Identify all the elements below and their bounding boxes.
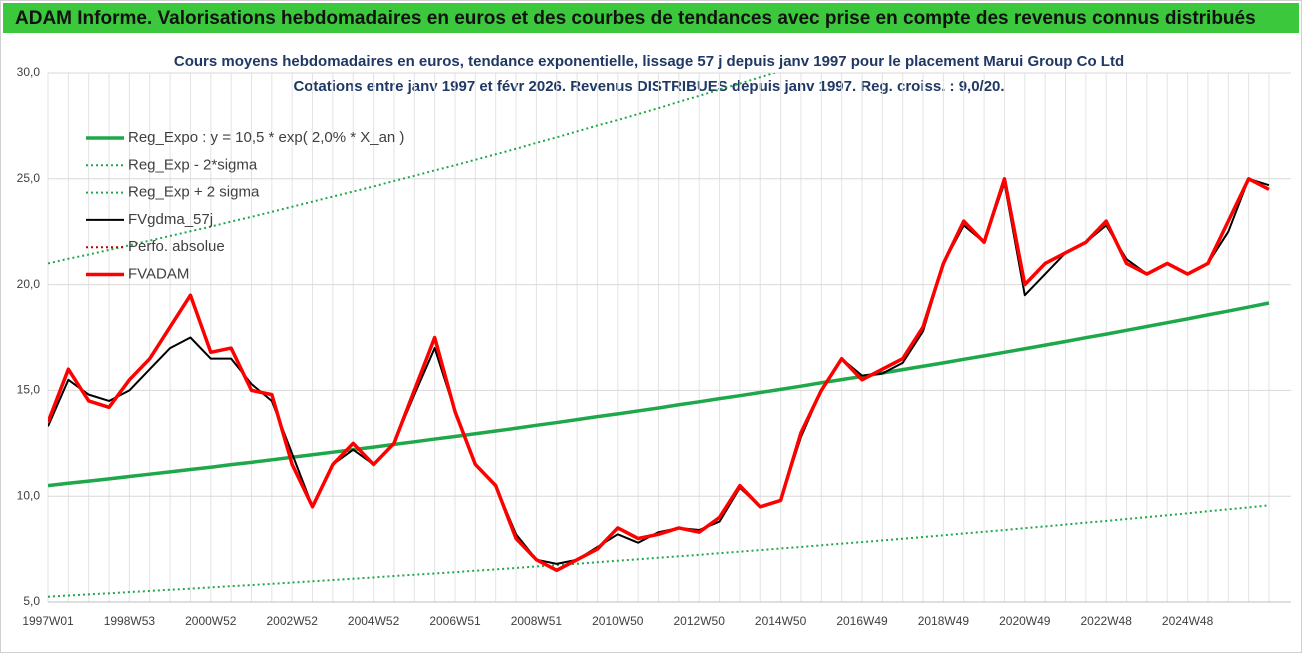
- y-tick-label: 20,0: [17, 277, 41, 291]
- x-tick-label: 2000W52: [185, 614, 237, 628]
- x-tick-label: 2020W49: [999, 614, 1051, 628]
- x-tick-label: 2006W51: [429, 614, 481, 628]
- grid: 1997W01 1998W53 2000W52 2002W52 2004W52 2006W…: [17, 65, 1291, 628]
- plot-area: [48, 73, 1270, 598]
- legend: Reg_Expo : y = 10,5 * exp( 2,0% * X_an )…: [86, 129, 404, 282]
- y-tick-label: 10,0: [17, 488, 41, 502]
- x-tick-label: 2002W52: [267, 614, 319, 628]
- legend-label: Reg_Exp - 2*sigma: [128, 156, 258, 173]
- y-tick-label: 25,0: [17, 171, 41, 185]
- series-line: [48, 301, 1270, 488]
- chart-subtitle: Cotations entre janv 1997 et févr 2026. …: [293, 78, 1004, 95]
- x-tick-label: 1998W53: [104, 614, 156, 628]
- x-tick-label: 2010W50: [592, 614, 644, 628]
- x-tick-label: 2004W52: [348, 614, 400, 628]
- legend-label: Perfo. absolue: [128, 238, 225, 255]
- x-tick-label: 1997W01: [22, 614, 74, 628]
- series-line: [48, 177, 1270, 573]
- title-bar: [3, 3, 1299, 33]
- legend-label: FVADAM: [128, 265, 189, 282]
- legend-label: Reg_Expo : y = 10,5 * exp( 2,0% * X_an ): [128, 129, 404, 146]
- x-tick-label: 2012W50: [674, 614, 726, 628]
- x-tick-label: 2014W50: [755, 614, 807, 628]
- legend-label: FVgdma_57j: [128, 211, 213, 228]
- y-tick-label: 5,0: [23, 594, 40, 608]
- series-line: [48, 73, 778, 265]
- x-tick-label: 2024W48: [1162, 614, 1214, 628]
- x-tick-label: 2016W49: [836, 614, 888, 628]
- legend-label: Reg_Exp + 2 sigma: [128, 184, 260, 201]
- y-tick-label: 15,0: [17, 383, 41, 397]
- x-tick-label: 2008W51: [511, 614, 563, 628]
- chart-subtitle: Cours moyens hebdomadaires en euros, ten…: [174, 53, 1124, 70]
- x-tick-label: 2022W48: [1081, 614, 1133, 628]
- chart-title: ADAM Informe. Valorisations hebdomadaire…: [15, 8, 1256, 29]
- series-line: [48, 504, 1270, 598]
- y-tick-label: 30,0: [17, 65, 41, 79]
- x-tick-label: 2018W49: [918, 614, 970, 628]
